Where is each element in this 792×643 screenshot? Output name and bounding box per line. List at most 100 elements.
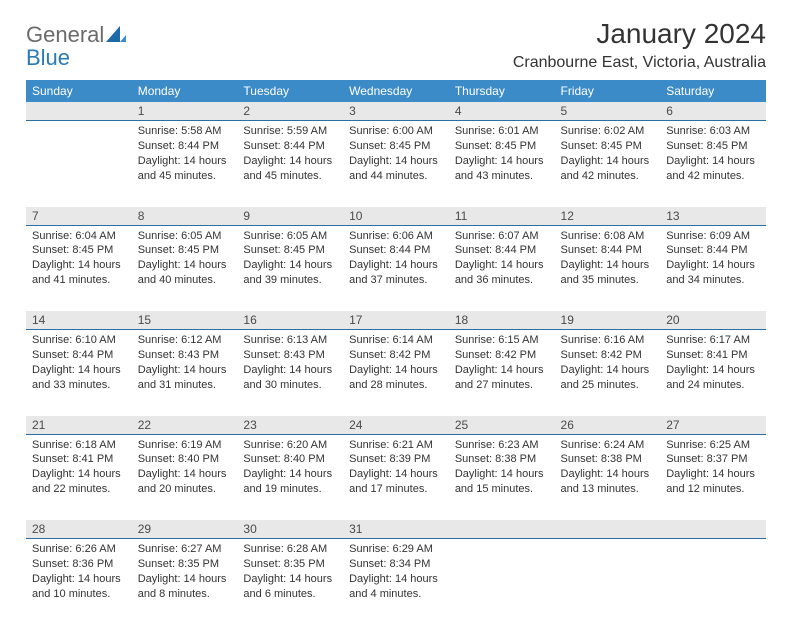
sunrise-text: Sunrise: 6:15 AM bbox=[455, 333, 549, 348]
day-number: 23 bbox=[237, 416, 343, 434]
day-number-cell: 9 bbox=[237, 207, 343, 226]
day-content: Sunrise: 6:13 AMSunset: 8:43 PMDaylight:… bbox=[237, 330, 343, 398]
day-cell bbox=[26, 121, 132, 207]
sunrise-text: Sunrise: 6:20 AM bbox=[243, 438, 337, 453]
day-number-cell: 14 bbox=[26, 311, 132, 330]
day-number: 13 bbox=[660, 207, 766, 225]
sunrise-text: Sunrise: 6:17 AM bbox=[666, 333, 760, 348]
day-cell: Sunrise: 6:23 AMSunset: 8:38 PMDaylight:… bbox=[449, 434, 555, 520]
day-number-cell: 15 bbox=[132, 311, 238, 330]
day-number: 19 bbox=[555, 311, 661, 329]
daylight-text: Daylight: 14 hours and 8 minutes. bbox=[138, 572, 232, 602]
sunset-text: Sunset: 8:34 PM bbox=[349, 557, 443, 572]
day-number-cell: 5 bbox=[555, 102, 661, 121]
sunset-text: Sunset: 8:45 PM bbox=[349, 139, 443, 154]
day-number-cell: 17 bbox=[343, 311, 449, 330]
brand-word-1: General bbox=[26, 22, 104, 47]
sunset-text: Sunset: 8:44 PM bbox=[561, 243, 655, 258]
weekday-header: Friday bbox=[555, 80, 661, 102]
day-number-cell bbox=[660, 520, 766, 539]
sunset-text: Sunset: 8:37 PM bbox=[666, 452, 760, 467]
sunrise-text: Sunrise: 6:24 AM bbox=[561, 438, 655, 453]
day-number-cell: 4 bbox=[449, 102, 555, 121]
daylight-text: Daylight: 14 hours and 42 minutes. bbox=[666, 154, 760, 184]
sunset-text: Sunset: 8:44 PM bbox=[243, 139, 337, 154]
sunset-text: Sunset: 8:41 PM bbox=[32, 452, 126, 467]
sunset-text: Sunset: 8:44 PM bbox=[32, 348, 126, 363]
day-cell: Sunrise: 5:58 AMSunset: 8:44 PMDaylight:… bbox=[132, 121, 238, 207]
sunrise-text: Sunrise: 5:59 AM bbox=[243, 124, 337, 139]
weekday-header: Sunday bbox=[26, 80, 132, 102]
sunrise-text: Sunrise: 6:27 AM bbox=[138, 542, 232, 557]
day-number: 20 bbox=[660, 311, 766, 329]
day-content: Sunrise: 6:28 AMSunset: 8:35 PMDaylight:… bbox=[237, 539, 343, 607]
sunrise-text: Sunrise: 6:07 AM bbox=[455, 229, 549, 244]
day-content: Sunrise: 6:07 AMSunset: 8:44 PMDaylight:… bbox=[449, 226, 555, 294]
day-number-cell: 8 bbox=[132, 207, 238, 226]
day-number: 14 bbox=[26, 311, 132, 329]
sunrise-text: Sunrise: 6:00 AM bbox=[349, 124, 443, 139]
sunrise-text: Sunrise: 6:08 AM bbox=[561, 229, 655, 244]
day-cell: Sunrise: 6:09 AMSunset: 8:44 PMDaylight:… bbox=[660, 225, 766, 311]
sunset-text: Sunset: 8:44 PM bbox=[138, 139, 232, 154]
day-cell: Sunrise: 6:20 AMSunset: 8:40 PMDaylight:… bbox=[237, 434, 343, 520]
sunset-text: Sunset: 8:39 PM bbox=[349, 452, 443, 467]
day-content: Sunrise: 6:15 AMSunset: 8:42 PMDaylight:… bbox=[449, 330, 555, 398]
daylight-text: Daylight: 14 hours and 37 minutes. bbox=[349, 258, 443, 288]
day-content: Sunrise: 6:14 AMSunset: 8:42 PMDaylight:… bbox=[343, 330, 449, 398]
sunrise-text: Sunrise: 6:04 AM bbox=[32, 229, 126, 244]
day-cell: Sunrise: 6:16 AMSunset: 8:42 PMDaylight:… bbox=[555, 330, 661, 416]
daylight-text: Daylight: 14 hours and 4 minutes. bbox=[349, 572, 443, 602]
day-number-cell: 24 bbox=[343, 416, 449, 435]
daylight-text: Daylight: 14 hours and 27 minutes. bbox=[455, 363, 549, 393]
day-number-cell: 23 bbox=[237, 416, 343, 435]
sunrise-text: Sunrise: 6:21 AM bbox=[349, 438, 443, 453]
sunrise-text: Sunrise: 6:01 AM bbox=[455, 124, 549, 139]
day-cell: Sunrise: 6:03 AMSunset: 8:45 PMDaylight:… bbox=[660, 121, 766, 207]
sunset-text: Sunset: 8:38 PM bbox=[561, 452, 655, 467]
day-number-cell: 6 bbox=[660, 102, 766, 121]
day-content: Sunrise: 6:10 AMSunset: 8:44 PMDaylight:… bbox=[26, 330, 132, 398]
sunset-text: Sunset: 8:44 PM bbox=[455, 243, 549, 258]
weekday-header: Tuesday bbox=[237, 80, 343, 102]
sunrise-text: Sunrise: 6:09 AM bbox=[666, 229, 760, 244]
daylight-text: Daylight: 14 hours and 44 minutes. bbox=[349, 154, 443, 184]
sunrise-text: Sunrise: 6:12 AM bbox=[138, 333, 232, 348]
page-title: January 2024 bbox=[513, 18, 766, 50]
day-content: Sunrise: 6:17 AMSunset: 8:41 PMDaylight:… bbox=[660, 330, 766, 398]
day-cell: Sunrise: 6:13 AMSunset: 8:43 PMDaylight:… bbox=[237, 330, 343, 416]
sunrise-text: Sunrise: 6:26 AM bbox=[32, 542, 126, 557]
day-number-cell: 11 bbox=[449, 207, 555, 226]
day-cell: Sunrise: 6:02 AMSunset: 8:45 PMDaylight:… bbox=[555, 121, 661, 207]
weekday-header: Thursday bbox=[449, 80, 555, 102]
day-content: Sunrise: 6:05 AMSunset: 8:45 PMDaylight:… bbox=[237, 226, 343, 294]
day-number-cell: 30 bbox=[237, 520, 343, 539]
day-number: 1 bbox=[132, 102, 238, 120]
sunrise-text: Sunrise: 6:10 AM bbox=[32, 333, 126, 348]
daynum-row: 14151617181920 bbox=[26, 311, 766, 330]
day-number-cell bbox=[449, 520, 555, 539]
day-number-cell: 22 bbox=[132, 416, 238, 435]
daylight-text: Daylight: 14 hours and 42 minutes. bbox=[561, 154, 655, 184]
day-cell: Sunrise: 6:15 AMSunset: 8:42 PMDaylight:… bbox=[449, 330, 555, 416]
sunset-text: Sunset: 8:44 PM bbox=[666, 243, 760, 258]
day-number: 16 bbox=[237, 311, 343, 329]
day-number: 2 bbox=[237, 102, 343, 120]
sunrise-text: Sunrise: 6:19 AM bbox=[138, 438, 232, 453]
daylight-text: Daylight: 14 hours and 12 minutes. bbox=[666, 467, 760, 497]
day-cell: Sunrise: 6:18 AMSunset: 8:41 PMDaylight:… bbox=[26, 434, 132, 520]
daylight-text: Daylight: 14 hours and 33 minutes. bbox=[32, 363, 126, 393]
day-number: 6 bbox=[660, 102, 766, 120]
week-row: Sunrise: 6:10 AMSunset: 8:44 PMDaylight:… bbox=[26, 330, 766, 416]
daylight-text: Daylight: 14 hours and 43 minutes. bbox=[455, 154, 549, 184]
brand-word-2: Blue bbox=[26, 45, 70, 70]
day-number-cell bbox=[26, 102, 132, 121]
day-cell: Sunrise: 6:12 AMSunset: 8:43 PMDaylight:… bbox=[132, 330, 238, 416]
day-content: Sunrise: 6:02 AMSunset: 8:45 PMDaylight:… bbox=[555, 121, 661, 189]
day-number bbox=[555, 520, 661, 538]
day-cell: Sunrise: 6:25 AMSunset: 8:37 PMDaylight:… bbox=[660, 434, 766, 520]
day-number-cell: 28 bbox=[26, 520, 132, 539]
daylight-text: Daylight: 14 hours and 15 minutes. bbox=[455, 467, 549, 497]
day-cell: Sunrise: 6:14 AMSunset: 8:42 PMDaylight:… bbox=[343, 330, 449, 416]
day-cell: Sunrise: 5:59 AMSunset: 8:44 PMDaylight:… bbox=[237, 121, 343, 207]
